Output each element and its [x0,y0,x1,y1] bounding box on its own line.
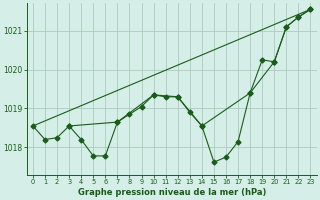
X-axis label: Graphe pression niveau de la mer (hPa): Graphe pression niveau de la mer (hPa) [77,188,266,197]
